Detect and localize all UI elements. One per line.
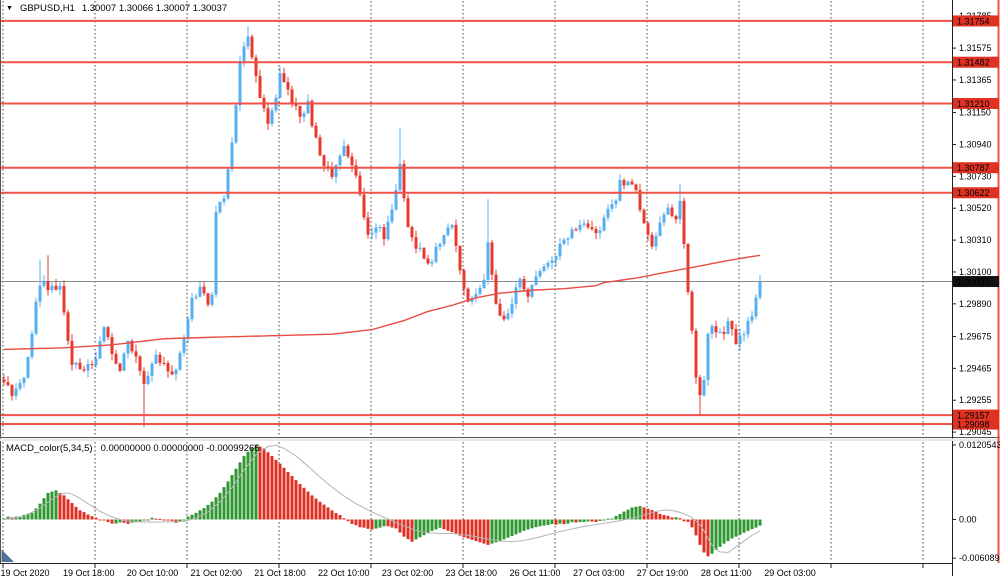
price-level-badge-label: 1.31210: [957, 99, 990, 109]
price-level-badge-label: 1.30787: [957, 163, 990, 173]
price-tick-label: 1.31365: [959, 75, 992, 85]
time-tick-label: 19 Oct 18:00: [63, 568, 115, 578]
price-tick-label: 1.30730: [959, 171, 992, 181]
macd-values: 0.00000000 0.00000000 -0.00099266: [100, 443, 260, 454]
price-level-badge: [953, 15, 999, 27]
macd-axis[interactable]: 0.0120543 0.00 -0.0060893: [952, 440, 1000, 563]
time-tick-label: 27 Oct 03:00: [573, 568, 625, 578]
time-tick-label: 21 Oct 02:00: [190, 568, 242, 578]
price-tick-label: 1.29465: [959, 363, 992, 373]
price-level-badge: [953, 162, 999, 174]
price-level-badge-label: 1.29157: [957, 411, 990, 421]
macd-signal-line: [3, 444, 761, 554]
time-tick-label: 21 Oct 18:00: [254, 568, 306, 578]
price-level-badge: [953, 418, 999, 430]
time-tick-label: 23 Oct 18:00: [445, 568, 497, 578]
time-tick-label: 28 Oct 11:00: [701, 568, 752, 578]
macd-name: MACD_color(5,34,5): [6, 443, 93, 454]
price-tick-label: 1.31150: [959, 108, 991, 118]
moving-average-line: [3, 254, 761, 351]
price-tick-label: 1.30310: [959, 235, 992, 245]
time-tick-label: 20 Oct 10:00: [127, 568, 179, 578]
price-tick-label: 1.29255: [959, 395, 992, 405]
macd-histogram: [2, 444, 762, 557]
price-level-badge-label: 1.31482: [957, 58, 990, 68]
price-level-badge: [953, 409, 999, 421]
macd-tick-label: 0.00: [959, 515, 977, 525]
time-tick-label: 22 Oct 10:00: [318, 568, 370, 578]
price-tick-label: 1.29675: [959, 331, 992, 341]
time-tick-label: 23 Oct 02:00: [382, 568, 434, 578]
macd-tick-label: -0.0060893: [959, 553, 1000, 563]
current-price-badge-label: 1.30037: [957, 277, 990, 287]
price-level-badge: [953, 56, 999, 68]
time-axis[interactable]: 19 Oct 2020 19 Oct 18:00 20 Oct 10:00 21 Oc…: [0, 564, 924, 578]
current-price-badge: [953, 276, 999, 288]
chart-title: ▼ GBPUSD,H1 1.30007 1.30066 1.30007 1.30…: [6, 3, 227, 14]
price-level-lines[interactable]: [0, 19, 952, 426]
price-tick-label: 1.29890: [959, 299, 992, 309]
price-tick-label: 1.30520: [959, 203, 992, 213]
price-tick-label: 1.30100: [959, 267, 992, 277]
price-tick-label: 1.29045: [959, 427, 992, 437]
macd-indicator-label: MACD_color(5,34,5) 0.00000000 0.00000000…: [6, 443, 260, 454]
time-tick-label: 27 Oct 19:00: [637, 568, 689, 578]
macd-tick-label: 0.0120543: [959, 440, 1000, 450]
price-level-badge-label: 1.31754: [957, 16, 990, 26]
chevron-down-icon[interactable]: ▼: [6, 5, 13, 12]
price-level-badge: [953, 97, 999, 109]
time-tick-label: 19 Oct 2020: [0, 568, 49, 578]
symbol-period-label: GBPUSD,H1: [19, 3, 75, 14]
price-tick-label: 1.30940: [959, 139, 992, 149]
time-tick-label: 29 Oct 03:00: [764, 568, 816, 578]
macd-panel-grip[interactable]: [1, 549, 15, 563]
price-level-badge: [953, 187, 999, 199]
ohlc-quotes: 1.30007 1.30066 1.30007 1.30037: [81, 3, 228, 14]
candles-layer: [2, 26, 762, 427]
price-tick-label: 1.31575: [959, 43, 992, 53]
price-level-badge-label: 1.29098: [957, 420, 990, 430]
price-axis[interactable]: 1.317851.315751.313651.311501.309401.307…: [952, 11, 999, 437]
price-level-badge-label: 1.30622: [957, 188, 990, 198]
time-tick-label: 26 Oct 11:00: [510, 568, 561, 578]
